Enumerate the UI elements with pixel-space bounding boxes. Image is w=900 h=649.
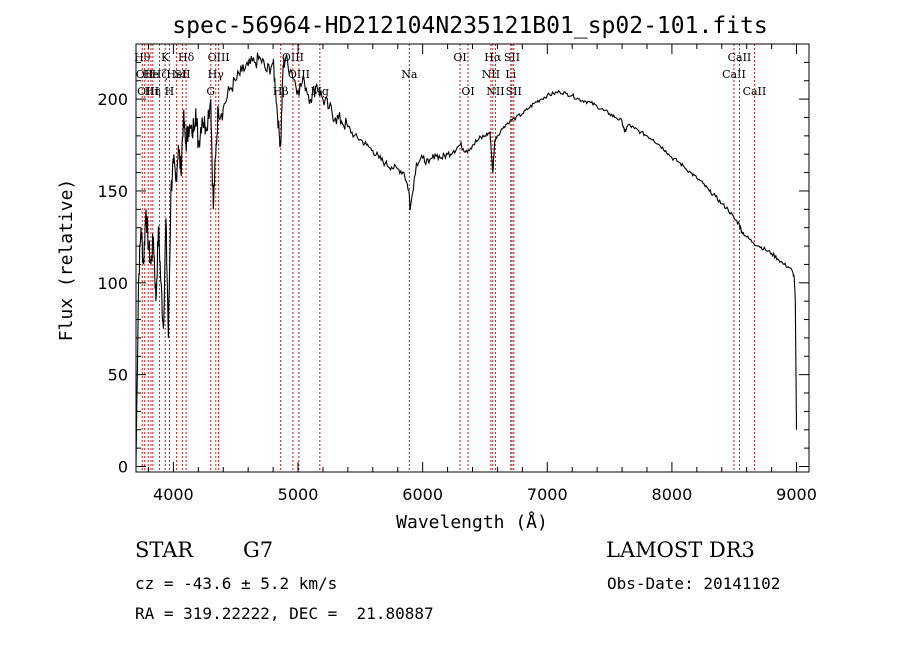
y-axis-label: Flux (relative) [56,179,77,342]
line-label: SII [506,85,522,98]
x-tick-label: 7000 [527,485,568,504]
line-label: OI [453,51,466,64]
object-class: STAR [135,538,194,562]
y-tick-label: 0 [118,457,128,476]
line-label: OII [136,68,154,81]
plot-frame [135,43,810,473]
line-label: HeI [166,68,186,81]
chart-title: spec-56964-HD212104N235121B01_sp02-101.f… [172,13,767,39]
line-label: G [206,85,215,98]
spectral-subclass: G7 [243,538,274,562]
y-tick-label: 50 [108,366,128,385]
line-label: OIII [137,85,159,98]
redshift-cz: cz = -43.6 ± 5.2 km/s [135,574,338,593]
line-label: Hζ [152,68,168,81]
line-label: Na [401,68,418,81]
x-tick-label: 8000 [652,485,693,504]
y-tick-label: 100 [97,274,128,293]
line-label: OIII [288,68,310,81]
line-label: Hη [145,85,161,98]
y-tick-label: 150 [97,182,128,201]
spectral-line-markers: HθOIIOIIIHeHηHζKHHeISIIHδGHγOIIIHβOIIIOI… [134,44,766,472]
line-label: Hδ [178,51,195,64]
line-label: NII [486,85,504,98]
line-label: OIII [208,51,230,64]
line-label: NII [482,68,500,81]
line-label: H [165,85,175,98]
line-label: CaII [743,85,767,98]
x-axis-label: Wavelength (Å) [396,511,548,533]
x-tick-label: 6000 [402,485,443,504]
x-tick-label: 9000 [776,485,817,504]
spectrum-series [135,52,798,467]
line-label: Hγ [208,68,225,81]
line-label: CaII [728,51,752,64]
line-label: Li [505,68,516,81]
flux-series-line [135,52,798,467]
coordinates: RA = 319.22222, DEC = 21.80887 [135,604,434,623]
line-label: K [161,51,170,64]
line-label: He [143,68,159,81]
observation-date: Obs-Date: 20141102 [607,574,781,593]
line-label: SII [174,68,190,81]
survey-name: LAMOST DR3 [606,538,755,562]
line-label: CaII [722,68,746,81]
x-axis-ticks: 4000 5000 6000 7000 8000 9000 [147,44,817,504]
line-label: Hθ [134,51,151,64]
y-axis-ticks: 0 50 100 150 200 [97,61,809,476]
x-tick-label: 5000 [278,485,319,504]
line-label: Hβ [273,85,289,98]
line-label: OI [461,85,474,98]
line-label: SII [504,51,520,64]
line-label: Hα [484,51,502,64]
y-tick-label: 200 [97,90,128,109]
x-tick-label: 4000 [153,485,194,504]
